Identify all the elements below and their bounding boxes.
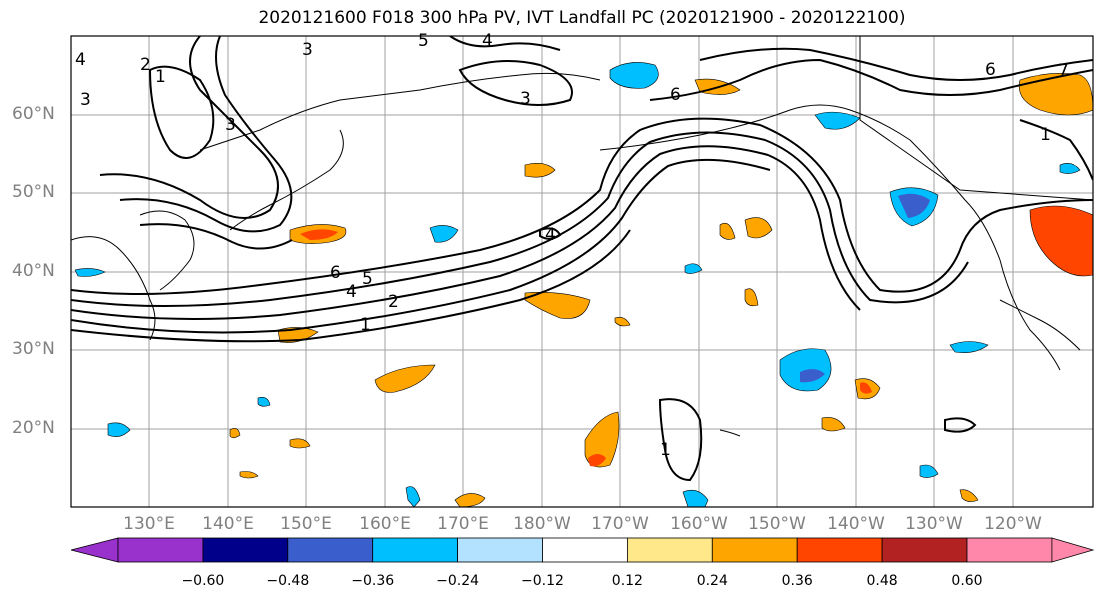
contour-label: 3: [302, 40, 313, 60]
lon-label: 140°W: [827, 514, 885, 534]
contour-label: 3: [520, 89, 531, 109]
contour-label: 4: [75, 50, 86, 70]
colorbar-tick-label: 0.60: [951, 573, 983, 589]
colorbar-tick-label: −0.60: [181, 573, 225, 589]
contour-label: 2: [140, 55, 151, 75]
lat-label: 60°N: [12, 104, 55, 124]
graticule: [71, 36, 1093, 507]
lon-label: 150°E: [280, 514, 332, 534]
colorbar-segment: [966, 537, 1053, 563]
colorbar-tick-label: 0.48: [866, 573, 898, 589]
lon-label: 170°E: [437, 514, 489, 534]
colorbar-extend-high: [1051, 537, 1095, 563]
lon-label: 140°E: [202, 514, 254, 534]
figure-title: 2020121600 F018 300 hPa PV, IVT Landfall…: [258, 8, 906, 28]
contour-label: 4: [482, 31, 493, 51]
lon-label: 180°W: [513, 514, 571, 534]
contour-label: 1: [155, 67, 166, 87]
map-frame: [70, 35, 1094, 508]
colorbar-tick-label: −0.24: [436, 573, 480, 589]
contour-label: 1: [360, 315, 371, 335]
contour-label: 4: [545, 225, 556, 245]
contour-label: 5: [362, 269, 373, 289]
negative-pv-anomalies: [74, 62, 1081, 507]
colorbar-segment: [202, 537, 289, 563]
colorbar-tick-label: 0.24: [696, 573, 728, 589]
colorbar-segment: [117, 537, 204, 563]
positive-pv-anomalies: [229, 73, 1093, 507]
contour-label: 4: [346, 282, 357, 302]
contour-label: 5: [418, 31, 429, 51]
colorbar-tick-label: 0.12: [611, 573, 643, 589]
colorbar-extend-low: [70, 537, 119, 563]
lon-label: 130°E: [123, 514, 175, 534]
colorbar-segment: [881, 537, 968, 563]
lat-label: 30°N: [12, 339, 55, 359]
contour-label: 1: [1040, 125, 1051, 145]
lon-label: 120°W: [984, 514, 1042, 534]
contour-label: 3: [80, 90, 91, 110]
colorbar-tick-label: −0.12: [521, 573, 564, 589]
contour-label: 3: [225, 115, 236, 135]
colorbar-segment: [372, 537, 459, 563]
contour-label: 6: [670, 85, 681, 105]
contour-label: 6: [330, 263, 341, 283]
colorbar: [70, 537, 1095, 563]
colorbar-segment: [627, 537, 713, 563]
colorbar-segment: [796, 537, 883, 563]
colorbar-tick-label: −0.36: [351, 573, 395, 589]
lat-label: 50°N: [12, 182, 55, 202]
lon-label: 130°W: [905, 514, 963, 534]
lon-label: 160°E: [359, 514, 411, 534]
colorbar-segment: [542, 537, 628, 563]
contour-label: 2: [388, 292, 399, 312]
contour-label: 6: [985, 60, 996, 80]
colorbar-segment: [287, 537, 374, 563]
lon-label: 160°W: [670, 514, 728, 534]
lat-label: 20°N: [12, 418, 55, 438]
colorbar-tick-label: −0.48: [266, 573, 310, 589]
contour-label: 1: [660, 440, 671, 460]
lon-label: 170°W: [591, 514, 649, 534]
contour-label: 7: [1058, 61, 1069, 81]
colorbar-segment: [711, 537, 798, 563]
lat-label: 40°N: [12, 261, 55, 281]
colorbar-segment: [457, 537, 543, 563]
lon-label: 150°W: [748, 514, 806, 534]
colorbar-tick-label: 0.36: [781, 573, 813, 589]
coastlines: [71, 36, 1093, 437]
ivt-contours: [71, 36, 1093, 482]
